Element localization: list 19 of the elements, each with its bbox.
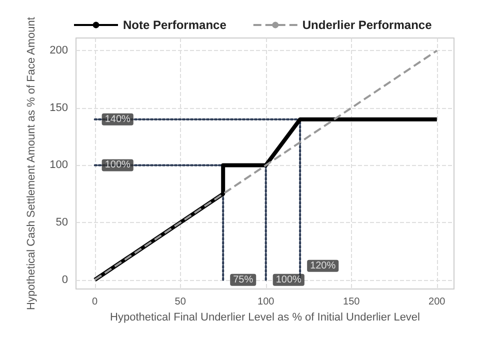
annotation: 140% xyxy=(104,114,130,125)
legend-label: Note Performance xyxy=(123,18,227,32)
y-tick-label: 50 xyxy=(56,216,68,229)
legend-label: Underlier Performance xyxy=(302,18,432,32)
y-axis-title: Hypothetical Cash Settlement Amount as % of Face Amount xyxy=(26,17,38,310)
y-tick-label: 0 xyxy=(62,274,68,286)
x-tick-label: 50 xyxy=(174,296,186,308)
y-tick-label: 200 xyxy=(50,44,68,57)
annotation: 100% xyxy=(104,160,130,171)
x-tick-label: 150 xyxy=(343,296,360,308)
x-tick-label: 0 xyxy=(92,296,98,308)
annotation: 120% xyxy=(310,260,336,272)
annotation: 75% xyxy=(233,274,254,286)
y-tick-label: 100 xyxy=(50,159,68,172)
annotation: 100% xyxy=(276,274,302,286)
y-tick-label: 150 xyxy=(50,102,68,114)
x-tick-label: 100 xyxy=(258,296,275,308)
x-axis-title: Hypothetical Final Underlier Level as % of Initial Underlier Level xyxy=(110,311,420,324)
x-tick-label: 200 xyxy=(428,296,446,308)
